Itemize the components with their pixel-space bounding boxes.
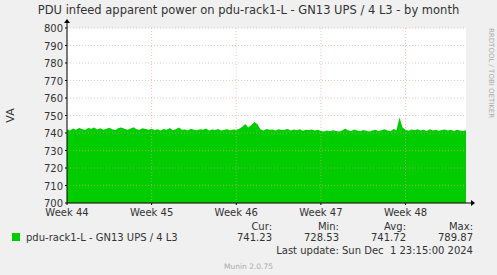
y-tick-label: 750 bbox=[44, 111, 63, 122]
credit: Munin 2.0.75 bbox=[224, 262, 273, 271]
plot-area bbox=[67, 28, 466, 203]
grid-line bbox=[67, 168, 466, 169]
x-tick-label: Week 47 bbox=[299, 207, 342, 218]
y-tick-label: 730 bbox=[44, 146, 63, 157]
grid-line bbox=[67, 63, 466, 64]
y-tick-label: 720 bbox=[44, 163, 63, 174]
title: PDU infeed apparent power on pdu-rack1-L… bbox=[38, 3, 459, 17]
background bbox=[0, 0, 497, 275]
legend-label: pdu-rack1-L - GN13 UPS / 4 L3 bbox=[26, 232, 178, 243]
y-tick-label: 800 bbox=[44, 23, 63, 34]
x-tick-label: Week 45 bbox=[130, 207, 173, 218]
x-tick-label: Week 46 bbox=[215, 207, 258, 218]
grid-line bbox=[67, 185, 466, 186]
data-group bbox=[67, 118, 466, 203]
legend-swatch bbox=[12, 233, 20, 241]
arrow bbox=[471, 200, 475, 206]
stat-value: 789.87 bbox=[438, 232, 473, 243]
grid-line bbox=[151, 28, 152, 203]
y-tick-label: 770 bbox=[44, 76, 63, 87]
x-tick-label: Week 44 bbox=[45, 207, 88, 218]
grid-line bbox=[67, 45, 466, 46]
grid-line bbox=[405, 28, 406, 203]
grid-line bbox=[236, 28, 237, 203]
stat-value: 741.23 bbox=[237, 232, 272, 243]
y-tick-label: 760 bbox=[44, 93, 63, 104]
grid-line bbox=[320, 28, 321, 203]
y-tick-label: 790 bbox=[44, 41, 63, 52]
grid-line bbox=[67, 28, 466, 29]
arrow bbox=[64, 19, 70, 23]
y-tick-label: 780 bbox=[44, 58, 63, 69]
grid-line bbox=[67, 80, 466, 81]
grid-line bbox=[67, 115, 466, 116]
chart: PDU infeed apparent power on pdu-rack1-L… bbox=[0, 0, 497, 275]
y-tick-label: 740 bbox=[44, 128, 63, 139]
watermark: RRDTOOL / TOBI OETIKER bbox=[487, 28, 495, 118]
stat-label: Min: bbox=[318, 221, 339, 232]
stat-value: 728.53 bbox=[304, 232, 339, 243]
stat-label: Max: bbox=[449, 221, 473, 232]
y-axis bbox=[67, 22, 68, 203]
stat-value: 741.72 bbox=[371, 232, 406, 243]
stat-label: Avg: bbox=[384, 221, 406, 232]
y-label: VA bbox=[4, 108, 17, 123]
x-axis bbox=[67, 203, 472, 204]
stat-label: Cur: bbox=[251, 221, 272, 232]
grid-line bbox=[67, 150, 466, 151]
grid-line bbox=[67, 98, 466, 99]
y-tick-label: 710 bbox=[44, 181, 63, 192]
grid-line bbox=[67, 133, 466, 134]
footer: Last update: Sun Dec 1 23:15:00 2024 bbox=[276, 245, 473, 256]
x-tick-label: Week 48 bbox=[384, 207, 427, 218]
area bbox=[67, 118, 466, 203]
